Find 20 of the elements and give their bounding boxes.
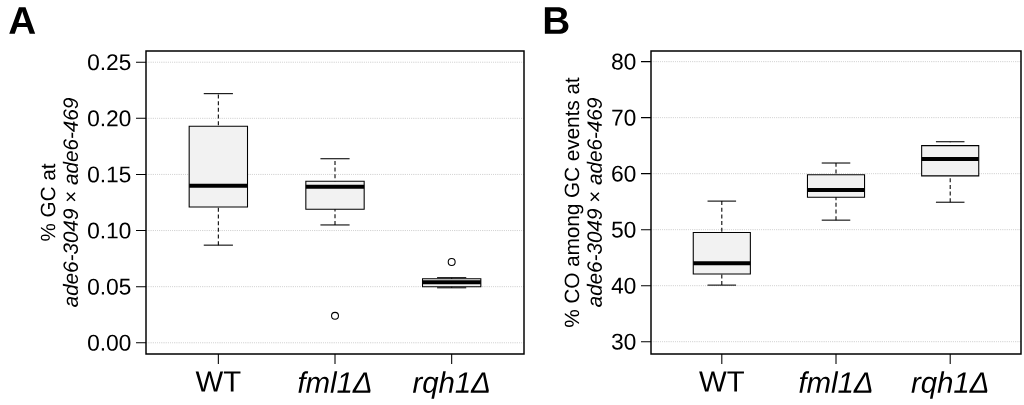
x-tick-label: rqh1Δ (911, 371, 988, 399)
y-tick-label: 0.25 (88, 54, 131, 71)
y-tick-label: 0.10 (88, 222, 131, 239)
x-tick-label: fml1Δ (298, 371, 371, 393)
chart-title: B (544, 7, 569, 34)
y-tick-label: 0.20 (88, 110, 131, 127)
y-tick-label: 50 (611, 221, 636, 238)
y-tick-label: 70 (612, 109, 636, 126)
y-tick-label: 0.15 (88, 166, 131, 183)
y-tick-label: 0.05 (88, 278, 131, 295)
y-tick-label: 60 (612, 165, 636, 182)
y-tick-label: 40 (611, 277, 636, 294)
chart-title: A (9, 7, 36, 34)
y-tick-label: 30 (611, 333, 636, 350)
x-tick-label: fml1Δ (799, 371, 872, 393)
y-tick-label: 0.00 (88, 334, 131, 351)
y-tick-label: 80 (612, 53, 636, 70)
x-tick-label: rqh1Δ (412, 371, 489, 399)
x-tick-label: WT (699, 371, 744, 392)
x-tick-label: WT (195, 371, 241, 392)
